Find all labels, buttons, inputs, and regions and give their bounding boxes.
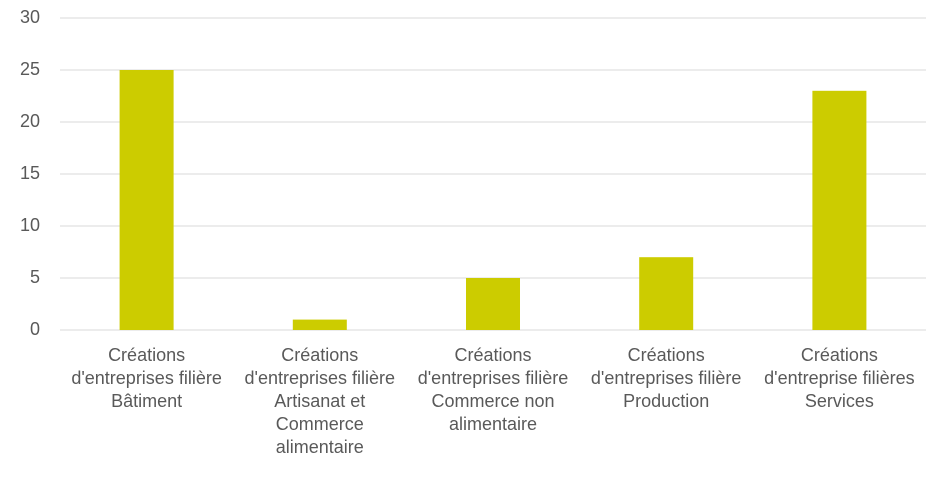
bar: [639, 257, 694, 330]
bar: [812, 90, 867, 330]
bar: [466, 278, 520, 330]
x-tick-label: Créations d'entreprises filière Bâtiment: [71, 345, 222, 411]
bar: [292, 319, 347, 330]
y-tick-label: 10: [20, 215, 40, 235]
y-tick-label: 25: [20, 59, 40, 79]
x-tick-label: Créations d'entreprise filières Services: [764, 345, 915, 411]
y-tick-label: 5: [30, 267, 40, 287]
x-tick-label: Créations d'entreprises filière Artisana…: [244, 345, 396, 457]
x-tick-label: Créations d'entreprises filière Commerce…: [417, 345, 569, 434]
x-tick-label: Créations d'entreprises filière Producti…: [590, 345, 742, 411]
y-tick-label: 20: [20, 111, 40, 131]
y-tick-label: 0: [30, 319, 40, 339]
y-tick-label: 15: [20, 163, 40, 183]
bar: [119, 70, 174, 330]
y-tick-label: 30: [20, 7, 40, 27]
